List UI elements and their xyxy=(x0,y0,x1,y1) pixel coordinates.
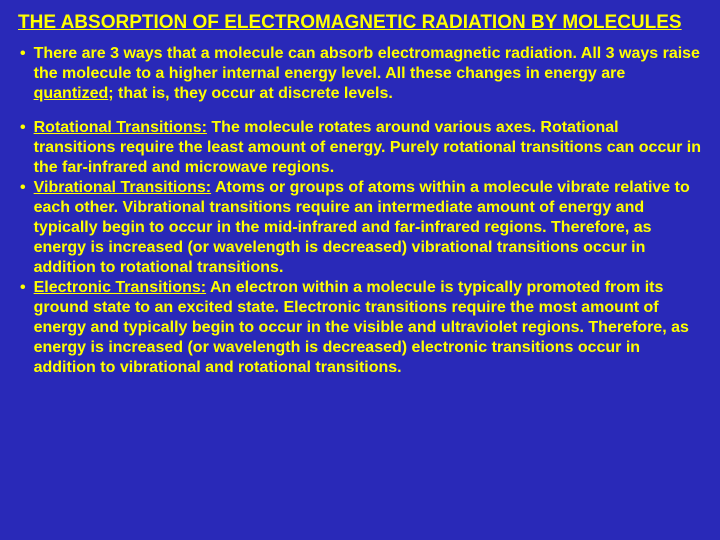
intro-text: There are 3 ways that a molecule can abs… xyxy=(34,44,710,104)
intro-pre: There are 3 ways that a molecule can abs… xyxy=(34,45,700,82)
bullet-marker-icon: • xyxy=(10,278,34,378)
electronic-heading: Electronic Transitions: xyxy=(34,279,206,296)
rotational-bullet: • Rotational Transitions: The molecule r… xyxy=(10,118,710,178)
vibrational-heading: Vibrational Transitions: xyxy=(34,179,212,196)
bullet-marker-icon: • xyxy=(10,118,34,178)
bullet-marker-icon: • xyxy=(10,178,34,278)
intro-bullet: • There are 3 ways that a molecule can a… xyxy=(10,44,710,104)
vibrational-bullet: • Vibrational Transitions: Atoms or grou… xyxy=(10,178,710,278)
bullet-marker-icon: • xyxy=(10,44,34,104)
intro-post: ; that is, they occur at discrete levels… xyxy=(108,85,393,102)
rotational-heading: Rotational Transitions: xyxy=(34,119,207,136)
electronic-text: Electronic Transitions: An electron with… xyxy=(34,278,710,378)
electronic-bullet: • Electronic Transitions: An electron wi… xyxy=(10,278,710,378)
slide-title: THE ABSORPTION OF ELECTROMAGNETIC RADIAT… xyxy=(10,12,710,34)
vibrational-text: Vibrational Transitions: Atoms or groups… xyxy=(34,178,710,278)
rotational-text: Rotational Transitions: The molecule rot… xyxy=(34,118,710,178)
intro-quantized: quantized xyxy=(34,85,109,102)
